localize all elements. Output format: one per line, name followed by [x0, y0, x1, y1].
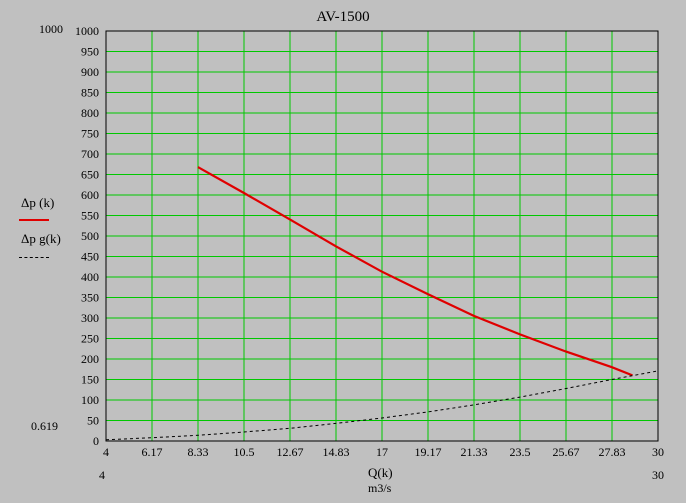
x-tick-label: 21.33 [461, 445, 488, 459]
x-tick-label: 6.17 [142, 445, 163, 459]
x-tick-label: 8.33 [188, 445, 209, 459]
chart-title: AV-1500 [316, 9, 370, 25]
x-tick-label: 17 [376, 445, 388, 459]
x-axis-unit: m3/s [368, 481, 392, 495]
y-tick-label: 700 [81, 147, 99, 161]
x-axis-title: Q(k) [368, 465, 393, 480]
y-tick-label: 850 [81, 86, 99, 100]
series-delta-p-g-line [105, 370, 659, 441]
x-tick-label: 10.5 [234, 445, 255, 459]
x-axis-right-label: 30 [652, 468, 664, 482]
y-tick-label: 550 [81, 209, 99, 223]
series-delta-p-line [197, 166, 633, 377]
y-tick-label: 50 [87, 414, 99, 428]
x-tick-label: 12.67 [277, 445, 304, 459]
y-tick-label: 350 [81, 291, 99, 305]
x-tick-label: 19.17 [415, 445, 442, 459]
legend-entry-1-label: Δp (k) [21, 195, 55, 210]
legend-entry-2-label: Δp g(k) [21, 231, 61, 246]
legend-entry-2-swatch [19, 257, 49, 258]
y-tick-label: 100 [81, 393, 99, 407]
y-axis-bottom-label: 0.619 [31, 419, 58, 433]
plot-frame [105, 30, 659, 442]
x-axis-left-label: 4 [99, 468, 105, 482]
y-tick-label: 1000 [75, 24, 99, 38]
y-tick-label: 150 [81, 373, 99, 387]
x-tick-label: 25.67 [553, 445, 580, 459]
y-tick-label: 300 [81, 311, 99, 325]
x-tick-label: 30 [652, 445, 664, 459]
y-axis-top-label: 1000 [39, 22, 63, 36]
y-tick-label: 200 [81, 352, 99, 366]
x-tick-label: 4 [103, 445, 109, 459]
y-tick-label: 950 [81, 45, 99, 59]
y-tick-label: 0 [93, 434, 99, 448]
y-tick-label: 600 [81, 188, 99, 202]
y-tick-label: 900 [81, 65, 99, 79]
y-tick-label: 750 [81, 127, 99, 141]
y-tick-label: 450 [81, 250, 99, 264]
y-tick-label: 800 [81, 106, 99, 120]
x-tick-label: 14.83 [323, 445, 350, 459]
x-tick-label: 27.83 [599, 445, 626, 459]
y-tick-label: 400 [81, 270, 99, 284]
y-tick-label: 500 [81, 229, 99, 243]
x-tick-label: 23.5 [510, 445, 531, 459]
y-tick-label: 250 [81, 332, 99, 346]
y-tick-label: 650 [81, 168, 99, 182]
legend-entry-1-swatch [19, 219, 49, 221]
